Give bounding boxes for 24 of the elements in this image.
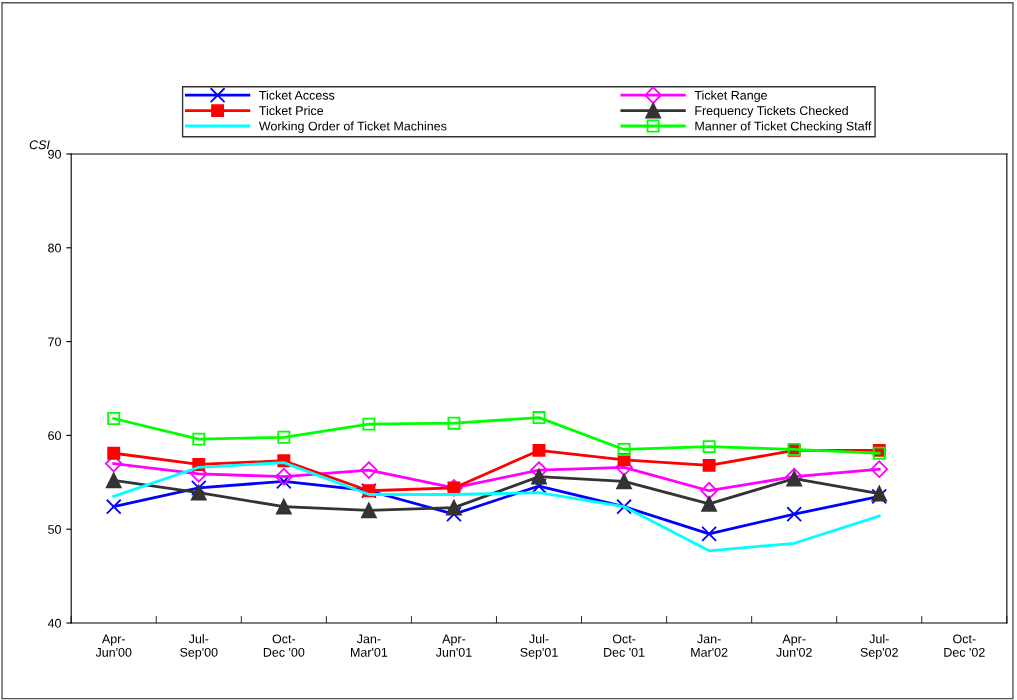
y-tick-label: 60 [48, 431, 61, 441]
x-tick-label: Jul- Sep'02 [860, 634, 898, 660]
x-tick-label: Jan- Mar'02 [691, 634, 728, 657]
legend-label: Working Order of Ticket Machines [258, 121, 447, 133]
y-tick-label: 70 [48, 337, 61, 347]
legend-label: Manner of Ticket Checking Staff [695, 121, 872, 133]
x-tick-label: Apr- Jun'00 [95, 634, 132, 657]
x-tick-label: Oct- Dec '02 [944, 634, 985, 657]
legend-label: Ticket Price [259, 105, 324, 116]
y-tick-label: 90 [48, 149, 61, 159]
y-tick-label: 40 [47, 618, 61, 628]
legend-label: Frequency Tickets Checked [695, 105, 848, 118]
y-tick-label: 80 [48, 243, 61, 253]
x-tick-label: Jul- Sep'01 [520, 634, 558, 660]
x-tick-label: Apr- Jun'01 [435, 634, 472, 657]
x-tick-label: Jul- Sep'00 [180, 634, 218, 660]
y-tick-label: 50 [48, 525, 61, 534]
y-axis-title: CSI [29, 140, 50, 150]
x-tick-label: Apr- Jun'02 [776, 634, 812, 657]
x-tick-label: Jan- Mar'01 [351, 634, 388, 657]
x-tick-label: Oct- Dec '01 [604, 634, 645, 657]
legend-label: Ticket Access [259, 90, 335, 100]
legend-label: Ticket Range [694, 90, 768, 103]
x-tick-label: Oct- Dec '00 [263, 634, 305, 657]
